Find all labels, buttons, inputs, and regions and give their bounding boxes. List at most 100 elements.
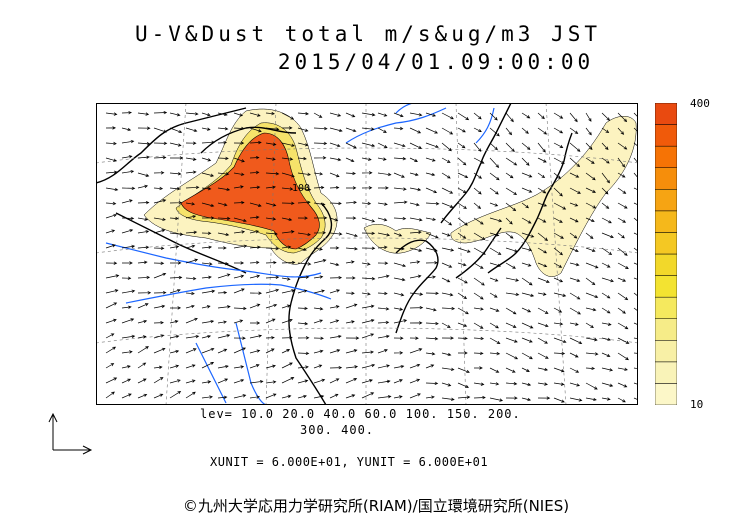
wind-arrow — [521, 187, 533, 193]
wind-arrow — [521, 352, 533, 360]
wind-arrow — [393, 351, 404, 355]
wind-arrow — [121, 365, 131, 369]
wind-arrow — [361, 112, 376, 117]
wind-arrow — [233, 365, 245, 369]
wind-arrow — [345, 303, 358, 309]
wind-arrow — [249, 170, 260, 175]
wind-arrow — [361, 363, 376, 369]
wind-arrow — [233, 126, 245, 131]
wind-arrow — [521, 202, 530, 209]
wind-arrow — [105, 157, 117, 162]
wind-arrow — [121, 169, 135, 174]
wind-arrow — [441, 217, 453, 226]
wind-arrow — [377, 274, 390, 279]
wind-arrow — [425, 232, 439, 239]
wind-arrow — [169, 306, 182, 310]
wind-arrow — [169, 187, 181, 191]
wind-arrow — [249, 230, 260, 234]
wind-arrow — [409, 247, 423, 252]
wind-arrow — [409, 336, 419, 340]
wind-arrow — [505, 352, 519, 360]
colorbar-swatch — [655, 318, 677, 341]
wind-arrow — [361, 350, 374, 354]
wind-arrow — [473, 262, 484, 269]
wind-arrow — [217, 216, 231, 221]
colorbar-swatch — [655, 383, 677, 405]
wind-arrow — [249, 140, 262, 145]
wind-arrow — [121, 186, 136, 191]
wind-arrow — [521, 217, 532, 224]
wind-arrow — [169, 275, 183, 280]
wind-arrow — [521, 382, 532, 387]
wind-arrow — [153, 171, 165, 175]
wind-arrow — [521, 157, 530, 166]
wind-arrow — [633, 187, 638, 191]
wind-arrow — [105, 289, 119, 294]
wind-arrow — [489, 202, 499, 207]
wind-arrow — [393, 187, 407, 191]
wind-arrow — [569, 142, 581, 152]
wind-arrow — [265, 111, 275, 116]
wind-arrow — [537, 127, 548, 135]
wind-arrow — [409, 274, 422, 279]
wind-arrow — [217, 364, 229, 369]
wind-arrow — [361, 379, 373, 384]
wind-arrow — [265, 380, 277, 384]
wind-arrow — [281, 362, 293, 369]
wind-arrow — [441, 187, 454, 194]
wind-arrow — [617, 262, 629, 269]
wind-arrow — [505, 382, 518, 386]
wind-arrow — [233, 244, 248, 249]
wind-arrow — [633, 232, 638, 236]
wind-arrow — [281, 201, 295, 205]
wind-arrow — [329, 262, 340, 267]
wind-arrow — [329, 157, 342, 162]
wind-arrow — [249, 291, 262, 295]
wind-arrow — [313, 307, 324, 311]
wind-arrow — [185, 170, 197, 174]
wind-arrow — [185, 258, 199, 264]
wind-arrow — [297, 127, 309, 132]
wind-arrow — [121, 378, 132, 384]
wind-arrow — [137, 319, 148, 324]
wind-arrow — [217, 141, 228, 145]
wind-arrow — [105, 141, 117, 146]
wind-arrow — [313, 231, 327, 235]
wind-arrow — [585, 247, 596, 252]
wind-arrow — [425, 291, 439, 296]
wind-arrow — [329, 275, 343, 280]
wind-arrow — [121, 289, 136, 294]
wind-arrow — [313, 275, 324, 279]
wind-arrow — [377, 186, 389, 190]
wind-arrow — [313, 247, 323, 251]
wind-arrow — [281, 394, 292, 399]
wind-arrow — [441, 322, 451, 328]
wind-arrow — [137, 112, 150, 116]
wind-arrow — [569, 247, 579, 253]
wind-arrow — [441, 112, 454, 120]
wind-arrow — [217, 305, 231, 309]
wind-arrow — [553, 172, 562, 180]
wind-arrow — [505, 142, 515, 153]
wind-arrow — [489, 247, 502, 255]
wind-arrow — [233, 200, 245, 205]
wind-arrow — [249, 364, 260, 369]
wind-arrow — [537, 157, 547, 163]
wind-arrow — [537, 247, 548, 254]
wind-arrow — [297, 365, 309, 369]
wind-arrow — [185, 391, 196, 399]
wind-arrow — [137, 378, 147, 384]
wind-arrow — [105, 377, 118, 384]
wind-arrow — [425, 127, 439, 134]
wind-arrow — [409, 363, 421, 369]
wind-arrow — [537, 232, 548, 241]
wind-arrow — [457, 382, 470, 388]
wind-arrow — [569, 112, 578, 123]
wind-arrow — [185, 334, 200, 339]
wind-arrow — [585, 292, 599, 299]
wind-arrow — [601, 307, 611, 314]
wind-arrow — [457, 247, 471, 253]
wind-arrow — [377, 157, 387, 161]
wind-arrow — [345, 171, 356, 176]
wind-arrow — [121, 393, 132, 399]
